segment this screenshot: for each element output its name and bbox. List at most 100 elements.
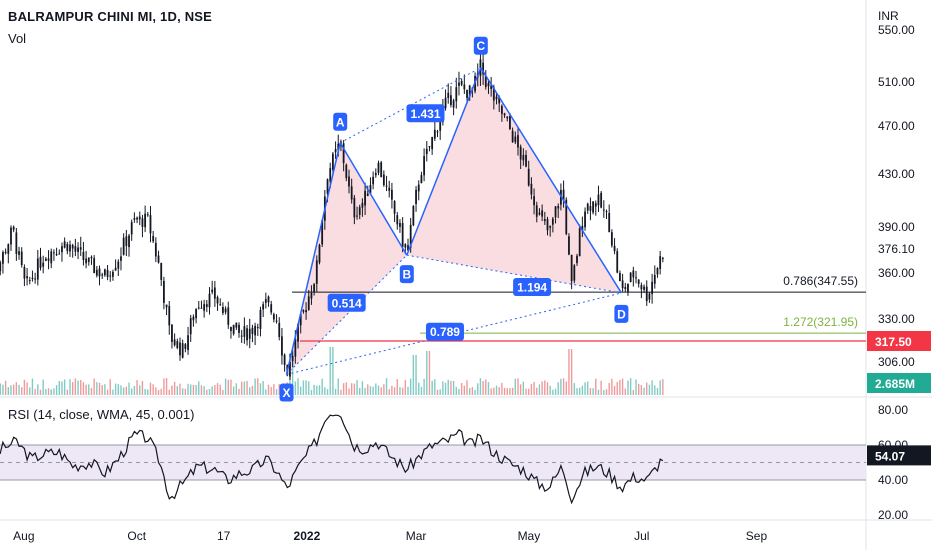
- ratio-1431-label: 1.431: [410, 107, 440, 121]
- volume-bar: [2, 384, 4, 395]
- candle-body: [388, 187, 391, 191]
- volume-bar: [47, 388, 50, 395]
- point-d-label: D: [617, 307, 626, 321]
- candle-body: [103, 269, 106, 276]
- candle-body: [165, 304, 168, 308]
- volume-bar: [216, 383, 219, 395]
- volume-bar: [359, 387, 361, 395]
- last-price-label: 376.10: [878, 242, 915, 256]
- volume-bar: [222, 389, 224, 395]
- volume-bar: [4, 380, 7, 395]
- volume-bar: [460, 383, 463, 395]
- volume-tag: 2.685M: [875, 377, 915, 391]
- volume-bar: [401, 387, 404, 395]
- volume-bar: [485, 379, 487, 395]
- price-tick-label: 390.00: [878, 220, 915, 234]
- volume-bar: [23, 379, 26, 395]
- volume-bar: [621, 378, 624, 395]
- volume-legend[interactable]: Vol: [8, 31, 27, 46]
- point-c-label: C: [476, 39, 485, 53]
- candle-body: [543, 219, 546, 222]
- candle-body: [262, 304, 265, 310]
- leg-ab: [339, 142, 408, 256]
- volume-bar: [42, 379, 44, 395]
- candle-body: [466, 89, 468, 98]
- candle-body: [428, 146, 431, 148]
- candle-body: [576, 255, 578, 264]
- volume-bar: [361, 381, 364, 395]
- volume-bar: [619, 379, 621, 395]
- volume-bar: [181, 388, 184, 395]
- volume-bar: [434, 379, 436, 395]
- volume-bar: [326, 389, 329, 395]
- volume-bar: [232, 386, 235, 395]
- volume-bar: [544, 380, 546, 395]
- volume-bar: [600, 380, 602, 395]
- candle-body: [498, 96, 501, 104]
- candle-body: [643, 286, 645, 290]
- volume-bar: [654, 385, 656, 395]
- time-tick-label: May: [518, 529, 541, 543]
- candle-body: [39, 256, 42, 268]
- candle-body: [635, 277, 637, 279]
- rsi-legend[interactable]: RSI (14, close, WMA, 45, 0.001): [8, 407, 195, 422]
- volume-bar: [240, 381, 243, 395]
- candle-body: [514, 136, 517, 143]
- volume-bar: [316, 385, 318, 395]
- candle-body: [380, 162, 383, 178]
- candle-body: [525, 155, 527, 167]
- time-tick-label: 17: [217, 529, 231, 543]
- candle-body: [120, 256, 122, 261]
- candle-body: [535, 205, 538, 217]
- volume-bar: [383, 384, 385, 395]
- candle-body: [232, 324, 235, 334]
- level-1272-label: 1.272(321.95): [783, 315, 858, 329]
- candle-body: [372, 176, 375, 185]
- candle-body: [385, 185, 388, 187]
- candle-body: [243, 326, 246, 337]
- candle-body: [659, 256, 662, 269]
- candle-body: [415, 189, 417, 205]
- candle-body: [439, 120, 442, 131]
- candle-body: [517, 135, 519, 148]
- chart-title[interactable]: BALRAMPUR CHINI MI, 1D, NSE: [8, 9, 213, 24]
- candle-body: [632, 270, 635, 278]
- candle-body: [195, 309, 197, 319]
- candle-body: [313, 284, 316, 293]
- time-tick-label: Aug: [13, 529, 34, 543]
- candle-body: [495, 96, 498, 100]
- ratio-0789-label: 0.789: [430, 325, 460, 339]
- volume-bar: [458, 388, 460, 395]
- candle-body: [356, 215, 358, 217]
- volume-bar: [324, 387, 326, 395]
- candle-body: [597, 194, 600, 206]
- candle-body: [538, 212, 541, 215]
- volume-bar: [444, 382, 447, 395]
- volume-bar: [163, 378, 165, 395]
- volume-bar: [98, 382, 101, 395]
- volume-bar: [313, 384, 315, 395]
- volume-bar: [662, 379, 664, 395]
- volume-bar: [300, 386, 302, 395]
- candle-body: [173, 339, 176, 346]
- volume-bar: [198, 381, 200, 395]
- harmonic-pattern-fill: [286, 67, 622, 375]
- candle-body: [112, 271, 114, 277]
- volume-bar: [297, 378, 299, 395]
- volume-bar: [541, 381, 543, 395]
- fib-level-lines: 0.786(347.55) 1.272(321.95): [292, 274, 866, 342]
- candle-body: [179, 342, 181, 356]
- volume-bar: [530, 383, 533, 395]
- candle-body: [162, 280, 165, 303]
- volume-bar: [415, 355, 417, 395]
- candle-body: [227, 307, 230, 325]
- volume-bar: [576, 388, 578, 395]
- candle-body: [7, 244, 10, 254]
- candle-body: [616, 251, 619, 273]
- level-0786-label: 0.786(347.55): [783, 274, 858, 288]
- time-tick-label: 2022: [294, 529, 321, 543]
- volume-bar: [329, 347, 331, 395]
- candle-body: [77, 247, 79, 253]
- candle-body: [645, 286, 648, 302]
